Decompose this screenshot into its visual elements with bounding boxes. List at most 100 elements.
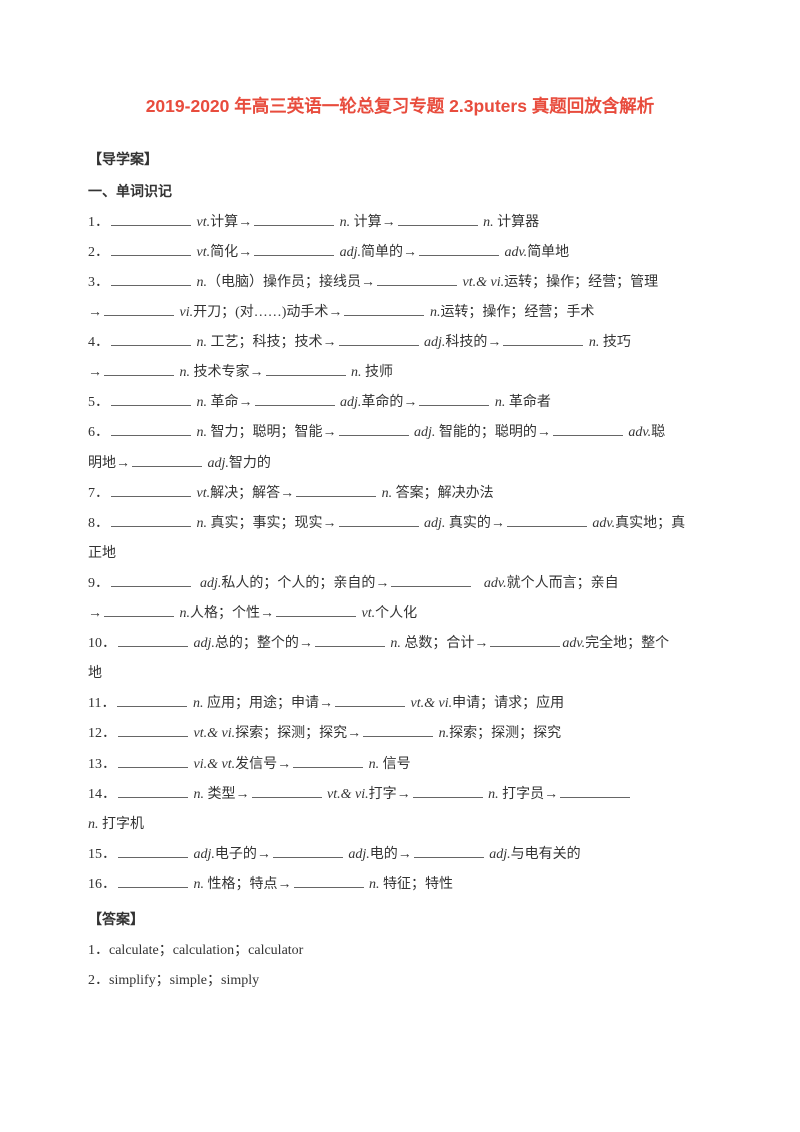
pos-label: n.	[88, 817, 99, 832]
blank	[111, 331, 191, 346]
text: 总的；整个的→	[215, 636, 313, 651]
vocab-item: 4． n. 工艺；科技；技术→ adj.科技的→ n. 技巧	[88, 328, 712, 358]
text: 技巧	[603, 335, 631, 350]
text: 地	[88, 666, 102, 681]
vocab-item-cont: 明地→ adj.智力的	[88, 449, 712, 479]
section-1-label: 一、单词识记	[88, 176, 712, 206]
blank	[339, 421, 409, 436]
text: 就个人而言；亲自	[507, 576, 619, 591]
blank	[377, 271, 457, 286]
blank	[398, 211, 478, 226]
vocab-item: 8． n. 真实；事实；现实→ adj. 真实的→ adv.真实地；真	[88, 509, 712, 539]
vocab-item: 2． vt.简化→ adj.简单的→ adv.简单地	[88, 238, 712, 268]
text: 简化→	[210, 245, 252, 260]
item-number: 7．	[88, 486, 109, 501]
text: 探索；探测；探究	[449, 726, 561, 741]
item-number: 9．	[88, 576, 109, 591]
blank	[294, 873, 364, 888]
blank	[111, 391, 191, 406]
blank	[104, 361, 174, 376]
text: →	[88, 305, 102, 320]
item-number: 15．	[88, 847, 116, 862]
text: 简单地	[527, 245, 569, 260]
text: 申请；请求；应用	[452, 696, 564, 711]
answer-line: 1．calculate；calculation；calculator	[88, 936, 712, 966]
blank	[363, 722, 433, 737]
text: 计算→	[354, 215, 396, 230]
text: 革命→	[211, 395, 253, 410]
answer-line: 2．simplify；simple；simply	[88, 966, 712, 996]
blank	[132, 452, 202, 467]
item-number: 14．	[88, 787, 116, 802]
blank	[503, 331, 583, 346]
blank	[344, 301, 424, 316]
pos-label: adj.	[340, 395, 361, 410]
text: 类型→	[208, 787, 250, 802]
pos-label: n.	[495, 395, 506, 410]
pos-label: vt.	[362, 606, 376, 621]
blank	[111, 211, 191, 226]
blank	[296, 482, 376, 497]
text: →	[88, 365, 102, 380]
text: 工艺；科技；技术→	[211, 335, 337, 350]
pos-label: vt.& vi.	[194, 726, 236, 741]
blank	[293, 753, 363, 768]
text: 探索；探测；探究→	[235, 726, 361, 741]
item-number: 13．	[88, 757, 116, 772]
vocab-item: 10． adj.总的；整个的→ n. 总数；合计→adv.完全地；整个	[88, 629, 712, 659]
vocab-item: 14． n. 类型→ vt.& vi.打字→ n. 打字员→	[88, 780, 712, 810]
vocab-item: 5． n. 革命→ adj.革命的→ n. 革命者	[88, 388, 712, 418]
vocab-item: 15． adj.电子的→ adj.电的→ adj.与电有关的	[88, 840, 712, 870]
vocab-item-cont: → vi.开刀；(对……)动手术→ n.运转；操作；经营；手术	[88, 298, 712, 328]
pos-label: adj.	[208, 456, 229, 471]
pos-label: vt.& vi.	[463, 275, 505, 290]
vocab-item: 1． vt.计算→ n. 计算→ n. 计算器	[88, 208, 712, 238]
text: 技术专家→	[194, 365, 264, 380]
text: 打字机	[102, 817, 144, 832]
item-number: 5．	[88, 395, 109, 410]
item-number: 6．	[88, 425, 109, 440]
text: 私人的；个人的；亲自的→	[221, 576, 389, 591]
blank	[252, 783, 322, 798]
text: （电脑）操作员；接线员→	[207, 275, 375, 290]
vocab-item: 12． vt.& vi.探索；探测；探究→ n.探索；探测；探究	[88, 719, 712, 749]
text: 电子的→	[215, 847, 271, 862]
pos-label: n.	[369, 877, 380, 892]
blank	[255, 391, 335, 406]
blank	[117, 692, 187, 707]
blank	[276, 602, 356, 617]
text: 革命的→	[361, 395, 417, 410]
blank	[254, 241, 334, 256]
answers-label: 【答案】	[88, 904, 712, 934]
pos-label: adj.	[489, 847, 510, 862]
blank	[391, 572, 471, 587]
text: 运转；操作；经营；管理	[504, 275, 658, 290]
pos-label: adj.	[340, 245, 361, 260]
blank	[335, 692, 405, 707]
text: 真实地；真	[615, 516, 685, 531]
text: 答案；解决办法	[396, 486, 494, 501]
text: 个人化	[375, 606, 417, 621]
text: 总数；合计→	[404, 636, 488, 651]
guide-label: 【导学案】	[88, 144, 712, 174]
pos-label: adv.	[592, 516, 615, 531]
pos-label: n.	[197, 335, 208, 350]
text: 革命者	[509, 395, 551, 410]
vocab-item: 16． n. 性格；特点→ n. 特征；特性	[88, 870, 712, 900]
text: 信号	[383, 757, 411, 772]
item-number: 12．	[88, 726, 116, 741]
blank	[339, 512, 419, 527]
blank	[111, 241, 191, 256]
text: 真实的→	[449, 516, 505, 531]
pos-label: n.	[351, 365, 362, 380]
pos-label: n.	[390, 636, 401, 651]
text: 特征；特性	[383, 877, 453, 892]
pos-label: adj.	[348, 847, 369, 862]
text: 智力；聪明；智能→	[211, 425, 337, 440]
text: 正地	[88, 546, 116, 561]
vocab-item-cont: 正地	[88, 539, 712, 569]
text: 运转；操作；经营；手术	[440, 305, 594, 320]
pos-label: n.	[194, 787, 205, 802]
text: 电的→	[370, 847, 412, 862]
blank	[254, 211, 334, 226]
